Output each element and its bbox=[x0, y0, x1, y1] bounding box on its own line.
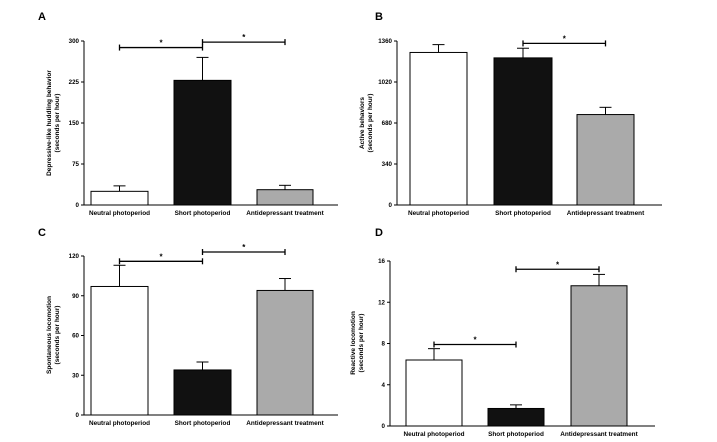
significance-star: * bbox=[159, 252, 163, 261]
category-label: Neutral photoperiod bbox=[89, 420, 150, 427]
bar bbox=[576, 114, 635, 206]
category-label: Antidepressant treatment bbox=[560, 431, 638, 438]
significance-star: * bbox=[473, 336, 477, 345]
y-axis-title-line: Depressive-like huddling behavior bbox=[46, 70, 53, 176]
y-axis-title-line: Reactive locomotion bbox=[350, 311, 357, 375]
bar bbox=[493, 57, 553, 206]
y-axis-title-line: (seconds per hour) bbox=[358, 314, 365, 373]
y-axis-title-line: Spontaneous locomotion bbox=[46, 296, 53, 374]
y-tick-label: 4 bbox=[382, 382, 386, 389]
y-axis-title-line: Active behaviors bbox=[359, 97, 366, 149]
significance-star: * bbox=[556, 260, 560, 269]
bar bbox=[173, 79, 232, 206]
panel-letter: A bbox=[38, 11, 46, 23]
significance-star: * bbox=[242, 243, 246, 252]
category-label: Short photoperiod bbox=[175, 210, 231, 217]
y-tick-label: 90 bbox=[72, 293, 79, 300]
category-label: Neutral photoperiod bbox=[89, 210, 150, 217]
y-tick-label: 680 bbox=[382, 120, 393, 127]
y-tick-label: 30 bbox=[72, 372, 79, 379]
bar bbox=[487, 407, 545, 427]
y-tick-label: 0 bbox=[389, 202, 393, 209]
panel-letter: C bbox=[38, 227, 46, 239]
panel-b: B 0 340 680 1020 1360 Active behaviors(seconds… bbox=[359, 11, 662, 217]
category-label: Neutral photoperiod bbox=[408, 210, 469, 217]
y-tick-label: 150 bbox=[69, 120, 80, 127]
y-axis-title-line: (seconds per hour) bbox=[54, 94, 61, 153]
y-axis-title: Spontaneous locomotion(seconds per hour) bbox=[46, 296, 61, 374]
bar bbox=[256, 289, 314, 416]
bar bbox=[173, 369, 232, 416]
y-axis-title: Reactive locomotion(seconds per hour) bbox=[350, 311, 365, 375]
y-tick-label: 0 bbox=[76, 202, 80, 209]
category-label: Short photoperiod bbox=[495, 210, 551, 217]
y-tick-label: 225 bbox=[69, 79, 80, 86]
y-tick-label: 340 bbox=[382, 161, 393, 168]
significance-star: * bbox=[563, 34, 567, 43]
bar bbox=[405, 359, 463, 427]
bar bbox=[90, 285, 149, 416]
y-tick-label: 16 bbox=[378, 258, 385, 265]
y-tick-label: 300 bbox=[69, 38, 80, 45]
y-tick-label: 1020 bbox=[378, 79, 392, 86]
y-tick-label: 60 bbox=[72, 333, 79, 340]
y-tick-label: 120 bbox=[69, 253, 80, 260]
panel-a: A 0 75 150 225 300 Depressive-like huddling be… bbox=[38, 11, 338, 217]
significance-star: * bbox=[159, 39, 163, 48]
panel-c: C 0 30 60 90 120 Spontaneous locomotion(second… bbox=[38, 227, 338, 427]
y-tick-label: 0 bbox=[76, 412, 80, 419]
y-tick-label: 1360 bbox=[378, 38, 392, 45]
y-axis-title: Active behaviors(seconds per hour) bbox=[359, 94, 374, 153]
y-tick-label: 0 bbox=[382, 423, 386, 430]
bar bbox=[409, 51, 468, 206]
category-label: Antidepressant treatment bbox=[246, 210, 324, 217]
category-label: Antidepressant treatment bbox=[246, 420, 324, 427]
significance-star: * bbox=[242, 33, 246, 42]
bar bbox=[256, 189, 314, 206]
y-tick-label: 8 bbox=[382, 341, 386, 348]
y-axis-title-line: (seconds per hour) bbox=[367, 94, 374, 153]
panel-letter: B bbox=[375, 11, 383, 23]
y-tick-label: 12 bbox=[378, 299, 385, 306]
bar bbox=[570, 285, 628, 427]
category-label: Short photoperiod bbox=[488, 431, 544, 438]
panel-d: D 0 4 8 12 16 Reactive locomotion(seconds per … bbox=[350, 227, 655, 438]
y-axis-title-line: (seconds per hour) bbox=[54, 306, 61, 365]
y-tick-label: 75 bbox=[72, 161, 79, 168]
y-axis-title: Depressive-like huddling behavior(second… bbox=[46, 70, 61, 176]
bar bbox=[90, 190, 149, 206]
category-label: Neutral photoperiod bbox=[403, 431, 464, 438]
category-label: Antidepressant treatment bbox=[567, 210, 645, 217]
panel-letter: D bbox=[375, 227, 383, 239]
category-label: Short photoperiod bbox=[175, 420, 231, 427]
